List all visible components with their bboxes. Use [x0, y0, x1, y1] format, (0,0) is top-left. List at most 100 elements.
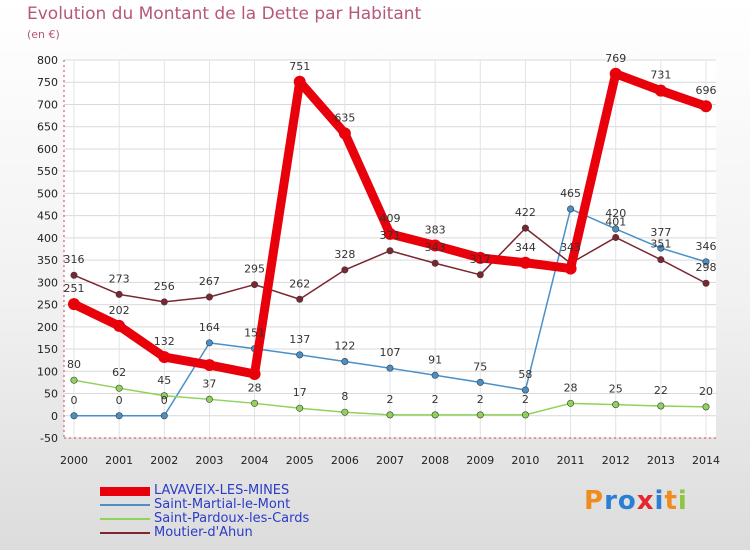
data-label: 91	[428, 353, 442, 366]
legend-label: Moutier-d'Ahun	[154, 525, 253, 540]
data-label: 0	[116, 394, 123, 407]
x-tick-label: 2010	[511, 454, 539, 467]
data-point	[341, 408, 349, 416]
data-label: 751	[289, 60, 310, 73]
data-point	[160, 298, 168, 306]
logo-letter: o	[617, 486, 637, 516]
data-label: 151	[244, 327, 265, 340]
data-label: 696	[696, 84, 717, 97]
x-tick-label: 2004	[241, 454, 269, 467]
data-label: 8	[341, 390, 348, 403]
data-point	[115, 412, 123, 420]
y-tick-label: 700	[37, 98, 58, 111]
data-label: 2	[522, 393, 529, 406]
data-label: 75	[473, 360, 487, 373]
y-tick-label: 200	[37, 321, 58, 334]
data-point	[113, 319, 126, 332]
data-point	[476, 411, 484, 419]
data-label: 377	[650, 226, 671, 239]
data-point	[338, 127, 351, 140]
legend-label: Saint-Martial-le-Mont	[154, 497, 291, 512]
data-label: 2	[477, 393, 484, 406]
data-point	[567, 399, 575, 407]
data-point	[702, 279, 710, 287]
data-point	[564, 262, 577, 275]
proxiti-logo: Proxiti	[584, 486, 688, 516]
data-point	[474, 251, 487, 264]
data-point	[296, 404, 304, 412]
line-chart: -500501001502002503003504004505005506006…	[37, 52, 720, 467]
data-label: 58	[518, 368, 532, 381]
y-tick-label: 150	[37, 343, 58, 356]
data-point	[251, 399, 259, 407]
legend-swatch	[100, 486, 150, 496]
data-label: 0	[71, 394, 78, 407]
data-point	[476, 378, 484, 386]
data-label: 28	[248, 381, 262, 394]
data-point	[160, 412, 168, 420]
data-point	[657, 402, 665, 410]
data-label: 45	[157, 374, 171, 387]
y-tick-label: -50	[40, 432, 58, 445]
data-label: 769	[605, 52, 626, 65]
data-label: 346	[696, 240, 717, 253]
data-label: 343	[560, 241, 581, 254]
y-tick-label: 400	[37, 232, 58, 245]
logo-letter: i	[654, 486, 665, 516]
y-tick-label: 350	[37, 254, 58, 267]
data-point	[521, 386, 529, 394]
y-tick-label: 250	[37, 299, 58, 312]
data-point	[702, 403, 710, 411]
x-tick-label: 2009	[466, 454, 494, 467]
data-point	[248, 367, 261, 380]
data-point	[609, 67, 622, 80]
data-label: 256	[154, 280, 175, 293]
y-tick-label: 750	[37, 76, 58, 89]
data-label: 164	[199, 321, 220, 334]
x-tick-label: 2005	[286, 454, 314, 467]
logo-letter: i	[677, 486, 688, 516]
x-tick-label: 2002	[150, 454, 178, 467]
data-label: 422	[515, 206, 536, 219]
data-point	[386, 411, 394, 419]
y-tick-label: 500	[37, 187, 58, 200]
data-point	[657, 256, 665, 264]
data-label: 420	[605, 207, 626, 220]
data-label: 273	[109, 272, 130, 285]
x-tick-label: 2013	[647, 454, 675, 467]
data-point	[431, 411, 439, 419]
data-point	[160, 392, 168, 400]
data-label: 122	[334, 340, 355, 353]
data-point	[70, 376, 78, 384]
data-label: 17	[293, 386, 307, 399]
y-tick-label: 0	[51, 410, 58, 423]
data-label: 328	[334, 248, 355, 261]
data-label: 409	[380, 212, 401, 225]
y-tick-label: 600	[37, 143, 58, 156]
x-tick-label: 2000	[60, 454, 88, 467]
data-point	[70, 412, 78, 420]
data-point	[70, 271, 78, 279]
data-label: 37	[202, 377, 216, 390]
data-point	[115, 384, 123, 392]
logo-letter: P	[584, 486, 605, 516]
data-label: 137	[289, 333, 310, 346]
data-point	[700, 100, 712, 113]
data-label: 731	[650, 69, 671, 82]
data-label: 344	[515, 241, 536, 254]
data-point	[612, 225, 620, 233]
data-point	[521, 224, 529, 232]
data-point	[158, 351, 171, 364]
x-tick-label: 2012	[602, 454, 630, 467]
data-point	[431, 371, 439, 379]
chart-title: Evolution du Montant de la Dette par Hab…	[27, 4, 422, 24]
data-point	[341, 266, 349, 274]
x-tick-label: 2007	[376, 454, 404, 467]
data-label: 202	[109, 304, 130, 317]
x-tick-label: 2014	[692, 454, 720, 467]
data-point	[521, 411, 529, 419]
logo-letter: x	[636, 486, 655, 516]
data-label: 383	[425, 223, 446, 236]
data-label: 2	[387, 393, 394, 406]
